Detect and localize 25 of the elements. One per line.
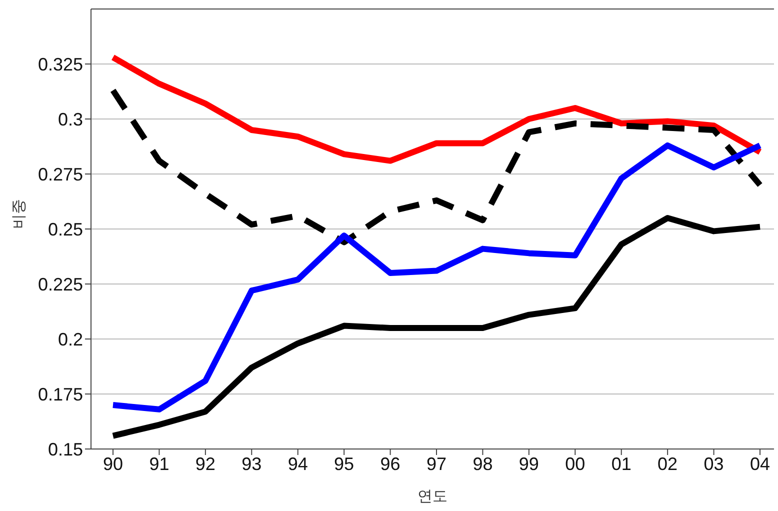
x-tick-label: 99 [518, 454, 539, 474]
x-tick-label: 91 [149, 454, 170, 474]
y-tick-label: 0.275 [38, 164, 83, 184]
x-tick-label: 04 [750, 454, 770, 474]
x-tick-label: 00 [565, 454, 586, 474]
y-tick-label: 0.325 [38, 54, 83, 74]
y-axis-title: 비중 [10, 199, 28, 229]
x-tick-label: 03 [704, 454, 724, 474]
x-tick-label: 96 [380, 454, 400, 474]
x-tick-label: 97 [426, 454, 447, 474]
y-tick-label: 0.225 [38, 274, 83, 294]
x-tick-label: 93 [242, 454, 262, 474]
y-tick-label: 0.15 [48, 439, 83, 460]
x-axis-title: 연도 [418, 488, 448, 505]
x-tick-label: 01 [611, 454, 632, 474]
x-tick-label: 98 [472, 454, 493, 474]
x-tick-label: 94 [288, 454, 308, 474]
x-tick-label: 02 [658, 454, 678, 474]
x-tick-label: 90 [102, 454, 124, 474]
x-tick-label: 92 [195, 454, 216, 474]
x-tick-label: 95 [334, 454, 354, 474]
y-tick-label: 0.3 [58, 109, 83, 130]
y-tick-label: 0.2 [58, 329, 83, 350]
y-tick-label: 0.175 [38, 384, 83, 404]
y-tick-label: 0.25 [48, 219, 83, 240]
